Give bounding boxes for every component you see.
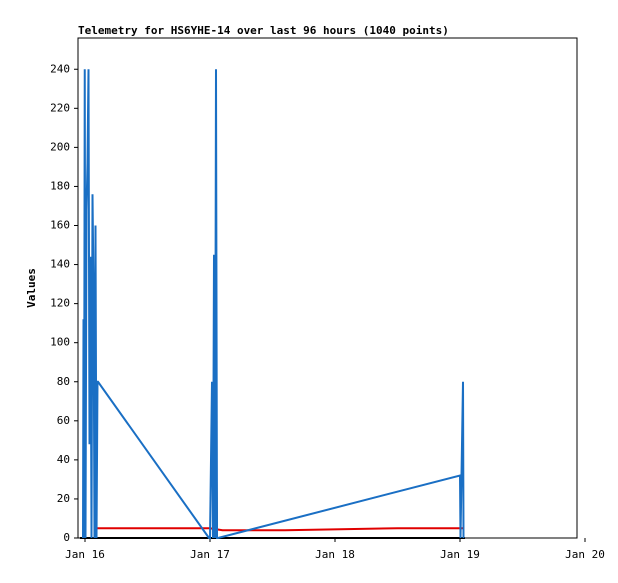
y-tick-label: 80: [57, 375, 70, 388]
series-line: [82, 69, 465, 539]
series-line: [95, 527, 464, 532]
x-tick-label: Jan 16: [65, 548, 105, 561]
y-tick-label: 40: [57, 453, 70, 466]
y-tick-label: 180: [50, 179, 70, 192]
x-tick-label: Jan 18: [315, 548, 355, 561]
y-tick-label: 60: [57, 414, 70, 427]
y-axis-label: Values: [25, 268, 38, 308]
y-tick-label: 140: [50, 258, 70, 271]
y-tick-label: 120: [50, 297, 70, 310]
chart-title: Telemetry for HS6YHE-14 over last 96 hou…: [78, 24, 449, 37]
y-tick-label: 0: [63, 531, 70, 544]
plot-frame: [77, 37, 578, 539]
y-tick-label: 200: [50, 140, 70, 153]
y-tick-label: 160: [50, 219, 70, 232]
y-tick-label: 220: [50, 101, 70, 114]
y-tick-label: 20: [57, 492, 70, 505]
y-tick-label: 100: [50, 336, 70, 349]
x-tick-label: Jan 20: [565, 548, 605, 561]
x-tick-label: Jan 19: [440, 548, 480, 561]
x-tick-label: Jan 17: [190, 548, 230, 561]
y-tick-label: 240: [50, 62, 70, 75]
